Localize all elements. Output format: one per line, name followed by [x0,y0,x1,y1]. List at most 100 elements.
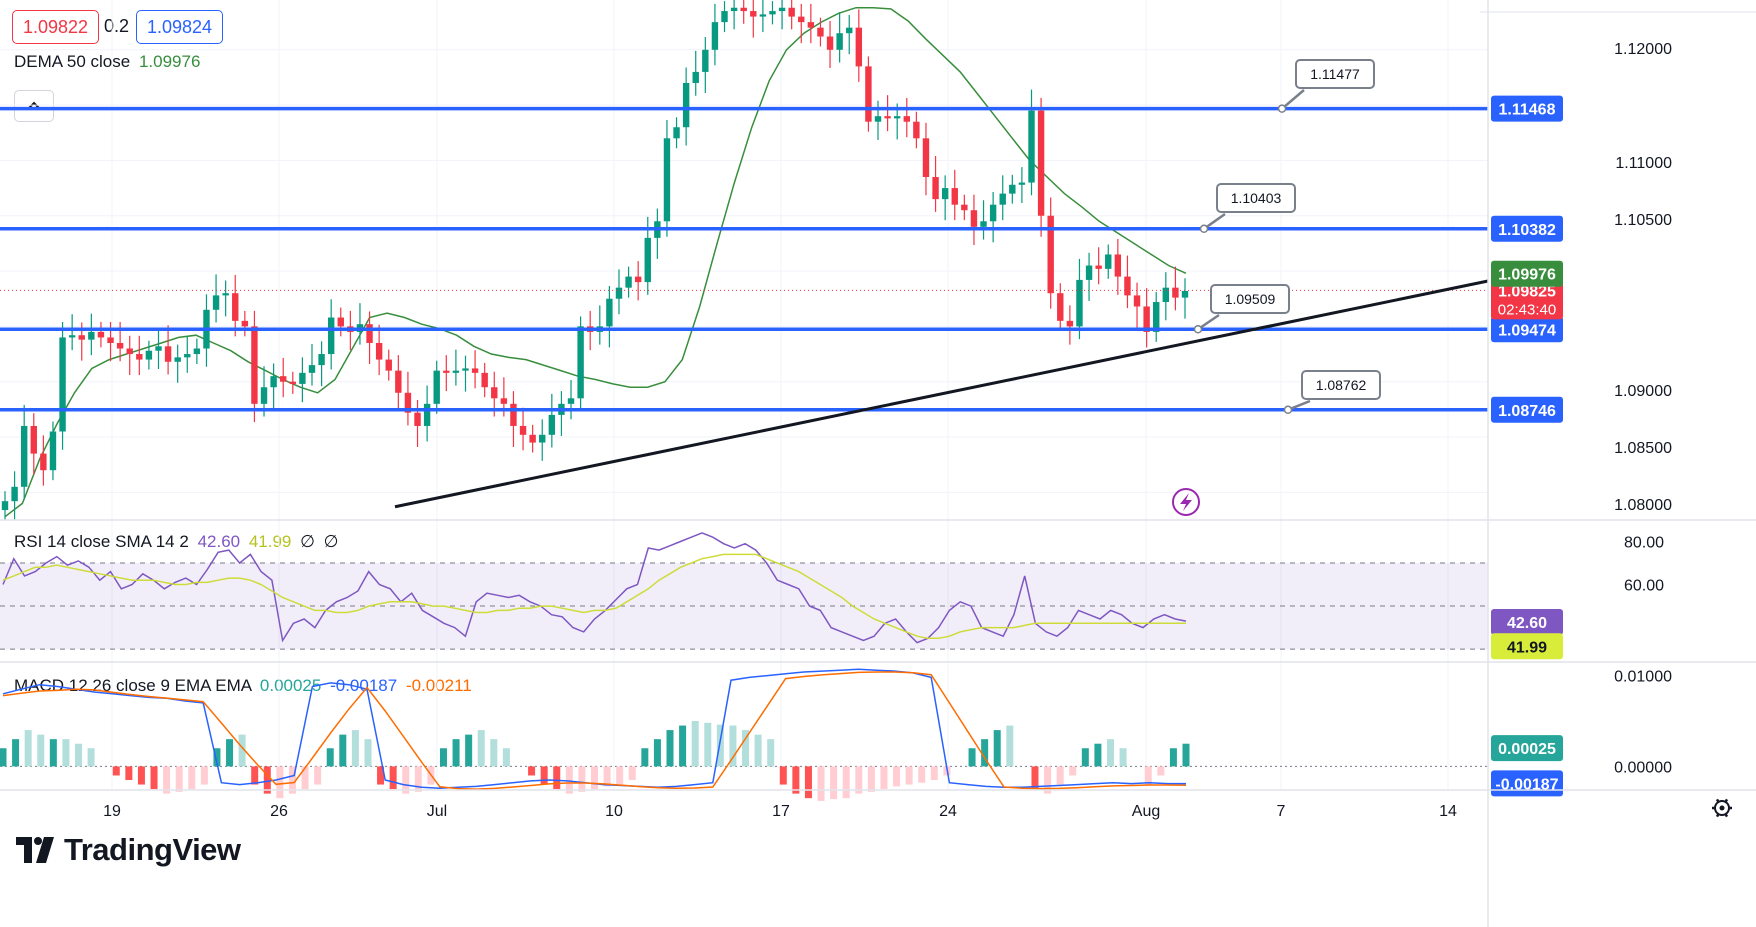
macd-histogram-bar [226,739,234,767]
logo-text: TradingView [64,832,241,867]
macd-histogram-bar [565,766,573,794]
trendline[interactable] [394,279,1489,509]
candle-body [644,237,651,283]
candle-body [116,342,124,349]
candle-body [1028,110,1035,183]
candle-body [462,368,469,371]
gear-icon [1712,798,1732,818]
candle-body [280,376,287,382]
candle-body [884,116,891,119]
macd-histogram-bar [1006,725,1014,767]
macd-histogram-bar [855,766,863,794]
candle-body [366,324,373,343]
macd-histogram-bar [477,730,485,767]
macd-histogram-bar [742,730,750,767]
candle-body [20,425,28,487]
candle-body [778,7,786,12]
current-price-tag [1491,277,1563,320]
candle-body [1009,184,1016,194]
candle-body [1018,182,1026,185]
candle-body [625,276,632,288]
level-price-label: 1.09474 [1498,322,1556,339]
candle-body [1047,215,1054,294]
ask-price-box[interactable]: 1.09824 [136,10,224,44]
candle-body [327,317,335,355]
callout-box [1301,370,1381,400]
candle-body [481,372,488,388]
candle-body [606,298,613,327]
macd-histogram-bar [75,743,83,767]
rsi-tick-label: 60.00 [1624,578,1664,595]
candle-body [395,370,402,393]
collapse-legend-button[interactable] [14,90,54,122]
time-tick-label: 7 [1277,803,1286,820]
candle-body [817,27,824,37]
callout-anchor [1199,224,1209,234]
candle-body [11,486,18,502]
rsi-value-tag-label: 42.60 [1507,615,1547,632]
candle-body [404,392,412,413]
macd-histogram-bar [653,739,661,767]
macd-histogram-bar [0,748,7,767]
callout-label: 1.08762 [1316,377,1367,393]
callout-label: 1.11477 [1310,66,1360,82]
rsi-label: RSI 14 close SMA 14 2 [14,532,189,551]
macd-hist-value: 0.00025 [259,676,322,695]
candle-body [423,403,431,426]
macd-histogram-bar [691,721,699,767]
candles [1,0,1189,520]
macd-histogram-bar [528,766,536,776]
candle-body [1143,306,1150,332]
time-tick-label: 26 [270,803,288,820]
candle-body [59,337,66,432]
macd-histogram-bar [465,734,473,767]
candle-body [1153,302,1160,332]
candle-body [932,177,939,200]
candle-body [855,27,863,67]
candle-body [500,398,508,404]
macd-histogram-bar [1031,766,1039,790]
level-price-tag [1491,95,1563,122]
candle-body [1172,287,1179,298]
candle-body [865,66,872,122]
candle-body [155,346,162,351]
rsi-value-tag [1491,608,1563,635]
macd-histogram-bar [1169,748,1177,767]
candle-body [174,357,181,362]
tradingview-logo[interactable]: TradingView [16,832,241,868]
macd-histogram-bar [918,766,926,783]
candle-body [874,116,882,122]
candle-body [107,337,114,343]
candle-body [836,33,843,50]
macd-histogram-bar [351,730,359,767]
gear-tooth [1724,798,1729,803]
candle-body [1114,254,1122,277]
macd-histogram-bar [968,748,976,767]
price-tick-label: 1.09000 [1614,383,1672,400]
macd-line-tag-label: -0.00187 [1495,776,1558,793]
lightning-icon[interactable] [1172,488,1200,516]
macd-legend[interactable]: MACD 12 26 close 9 EMA EMA 0.00025 -0.00… [14,676,472,696]
macd-histogram-bar [1144,766,1152,785]
rsi-legend[interactable]: RSI 14 close SMA 14 2 42.60 41.99 ∅ ∅ [14,532,338,552]
candle-body [222,293,229,296]
candle-body [922,138,930,178]
price-callouts: 1.11477 1.10403 1.09509 1.08762 [1193,59,1381,415]
candle-body [232,293,239,321]
dema-legend[interactable]: DEMA 50 close 1.09976 [14,52,200,72]
time-tick-label: Jul [427,803,447,820]
price-tick-label: 1.08500 [1614,440,1672,457]
macd-histogram-bar [679,725,687,767]
candle-body [567,398,575,404]
bid-price-box[interactable]: 1.09822 [12,10,100,44]
tradingview-logo-icon [16,837,54,863]
macd-histogram-bar [1157,766,1165,776]
macd-histogram-bar [402,766,410,794]
macd-histogram-bar [1069,766,1077,776]
candle-body [634,276,642,283]
grid-lines [0,0,1488,790]
candle-body [1162,287,1170,303]
rsi-pane: 42.60 41.99 [0,532,1563,660]
